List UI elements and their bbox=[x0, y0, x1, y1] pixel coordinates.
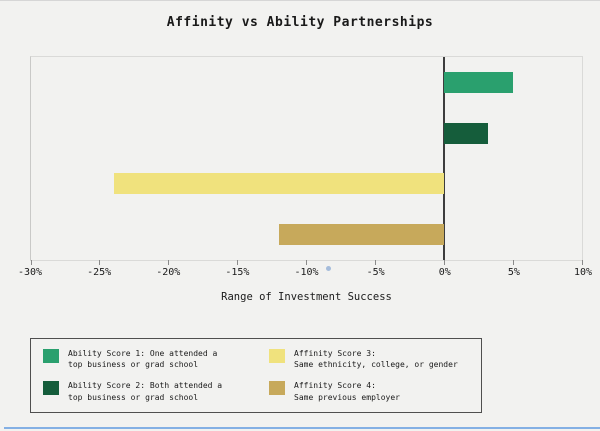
x-tick-mark bbox=[306, 260, 307, 265]
x-tick-label: -5% bbox=[366, 267, 385, 278]
legend-label-line2: top business or grad school bbox=[68, 392, 199, 402]
x-tick-mark bbox=[374, 260, 376, 265]
legend-label: Affinity Score 4: Same previous employer bbox=[294, 380, 400, 402]
window-bottom-edge bbox=[4, 427, 600, 429]
x-tick-mark bbox=[581, 260, 583, 265]
x-tick-mark bbox=[168, 260, 170, 265]
legend-swatch bbox=[269, 349, 285, 363]
x-tick-label: 10% bbox=[573, 267, 593, 278]
x-tick-label: 0% bbox=[438, 267, 451, 278]
x-tick-mark bbox=[443, 260, 445, 265]
legend-label-line1: Affinity Score 3: bbox=[294, 349, 376, 358]
x-tick-mark bbox=[30, 260, 32, 265]
legend-label-line1: Ability Score 2: Both attended a bbox=[68, 381, 223, 391]
bar-ability-score-2 bbox=[444, 122, 489, 144]
x-tick-mark bbox=[237, 260, 239, 265]
x-tick-label: -10% bbox=[294, 267, 319, 278]
legend-item: Affinity Score 3: Same ethnicity, college… bbox=[269, 348, 469, 370]
chart-title: Affinity vs Ability Partnerships bbox=[166, 15, 434, 30]
x-tick-label: 5% bbox=[507, 267, 520, 278]
legend-swatch bbox=[43, 381, 59, 396]
zero-axis-line bbox=[443, 57, 446, 260]
x-tick-label: -25% bbox=[87, 267, 112, 278]
legend-label: Affinity Score 3: Same ethnicity, college… bbox=[294, 348, 458, 370]
legend-item: Affinity Score 4: Same previous employer bbox=[269, 380, 469, 402]
legend-label-line1: Affinity Score 4: bbox=[294, 381, 376, 391]
mouse-cursor bbox=[326, 266, 331, 271]
x-tick-label: -15% bbox=[225, 267, 250, 278]
legend-item: Ability Score 2: Both attended a top busi… bbox=[43, 380, 243, 402]
legend-label: Ability Score 1: One attended a top busin… bbox=[68, 348, 217, 370]
bar-ability-score-1 bbox=[444, 71, 514, 93]
x-tick-label: -30% bbox=[17, 267, 43, 278]
x-tick-mark bbox=[512, 260, 514, 265]
legend-label-line1: Ability Score 1: One attended a bbox=[68, 349, 218, 358]
x-axis-label: Range of Investment Success bbox=[221, 291, 392, 303]
bar-affinity-score-4 bbox=[278, 224, 445, 246]
legend-label-line2: Same ethnicity, college, or gender bbox=[294, 360, 458, 370]
legend-label-line2: Same previous employer bbox=[294, 392, 400, 402]
legend: Ability Score 1: One attended a top busin… bbox=[30, 338, 482, 413]
legend-label: Ability Score 2: Both attended a top busi… bbox=[68, 380, 222, 402]
legend-item: Ability Score 1: One attended a top busin… bbox=[43, 348, 243, 370]
legend-label-line2: top business or grad school bbox=[68, 360, 199, 370]
legend-swatch bbox=[269, 381, 285, 396]
legend-swatch bbox=[43, 349, 59, 363]
x-tick-mark bbox=[99, 260, 101, 265]
x-tick-label: -20% bbox=[156, 267, 181, 278]
plot-area bbox=[30, 56, 583, 271]
x-axis: -30% -25% -20% -15% -10% -5% 0% 5% 10% bbox=[18, 267, 592, 281]
bar-affinity-score-3 bbox=[113, 173, 445, 195]
